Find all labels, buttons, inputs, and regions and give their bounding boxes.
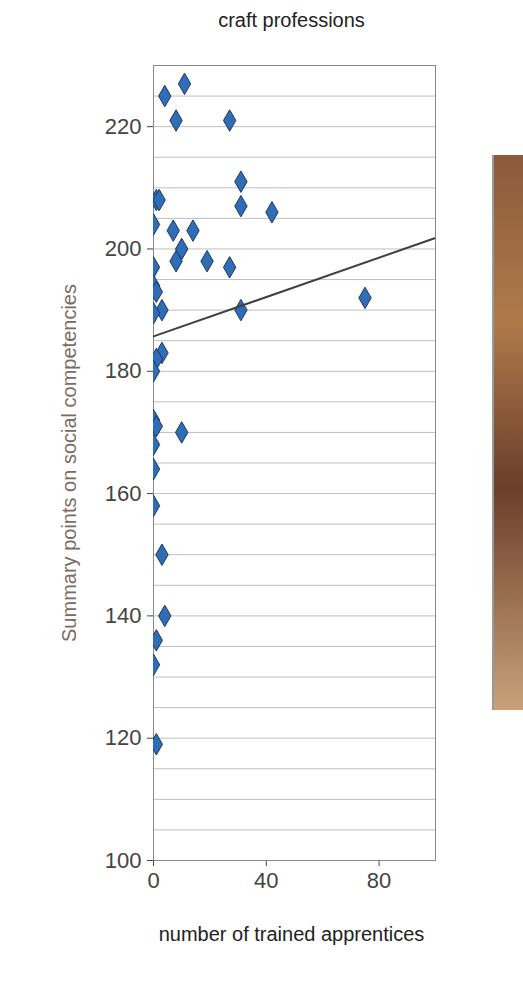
svg-text:80: 80 [367, 868, 391, 893]
svg-text:160: 160 [105, 481, 142, 506]
svg-text:120: 120 [105, 725, 142, 750]
svg-text:Summary points on social compe: Summary points on social competencies [58, 284, 80, 642]
svg-text:180: 180 [105, 358, 142, 383]
svg-text:40: 40 [254, 868, 278, 893]
svg-text:200: 200 [105, 236, 142, 261]
svg-text:140: 140 [105, 603, 142, 628]
svg-text:220: 220 [105, 114, 142, 139]
html-text:craft professions: craft professions [218, 9, 365, 31]
svg-text:0: 0 [147, 868, 159, 893]
svg-text:100: 100 [105, 848, 142, 873]
html-text:number of trained apprentices: number of trained apprentices [158, 923, 425, 945]
